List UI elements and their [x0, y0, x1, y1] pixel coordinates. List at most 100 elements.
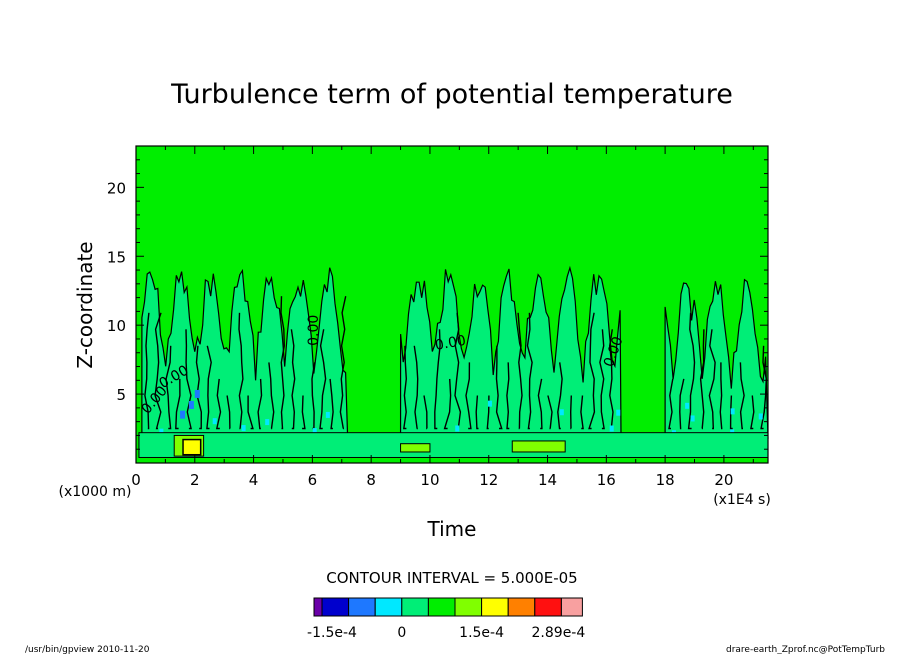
negative-anomaly	[180, 410, 186, 419]
contour-line	[495, 345, 503, 430]
contour-line	[165, 345, 172, 430]
negative-anomaly	[241, 425, 246, 432]
negative-anomaly	[730, 408, 735, 415]
contour-line	[537, 378, 543, 430]
contour-line	[238, 312, 244, 430]
contour-line	[569, 395, 572, 430]
contour-line	[668, 378, 674, 430]
negative-anomaly	[265, 419, 270, 426]
colorbar-tick-label: 1.5e-4	[459, 625, 504, 641]
x-tick-label: 4	[249, 471, 259, 489]
x-unit-label: (x1E4 s)	[713, 492, 771, 508]
colorbar-swatch	[348, 597, 376, 617]
contour-line	[206, 345, 212, 430]
turbulent-regions: 0.000.000.00 0.00 0.00	[138, 265, 769, 458]
contour-value-label: 0.00	[434, 333, 467, 354]
contour-line	[760, 345, 768, 430]
contour-value-label: 0.00	[306, 315, 322, 346]
negative-anomaly	[159, 428, 164, 435]
colorbar-swatch	[313, 597, 323, 617]
x-tick-label: 10	[420, 471, 439, 489]
footer-right: drare-earth_Zprof.nc@PotTempTurb	[726, 645, 885, 654]
x-tick-label: 6	[308, 471, 318, 489]
contour-line	[599, 329, 605, 430]
footer-left: /usr/bin/gpview 2010-11-20	[25, 645, 150, 654]
contour-line	[290, 329, 296, 430]
colorbar-tick-label: 2.89e-4	[532, 625, 586, 641]
contour-line	[443, 378, 452, 430]
negative-anomaly	[194, 389, 200, 398]
contour-line	[687, 312, 696, 430]
contour-interval-label: CONTOUR INTERVAL = 5.000E-05	[326, 569, 577, 587]
contour-line	[144, 312, 150, 430]
x-tick-label: 14	[538, 471, 557, 489]
x-tick-labels: 0 2 4 6 8 10 12 14 16 18 20	[131, 471, 733, 489]
x-tick-label: 2	[190, 471, 200, 489]
contour-line	[268, 362, 275, 430]
plot-area: 0.000.000.00 0.00 0.00	[135, 145, 769, 464]
colorbar	[313, 597, 583, 617]
colorbar-swatch	[427, 597, 456, 617]
x-tick-label: 12	[479, 471, 498, 489]
negative-anomaly	[487, 400, 492, 407]
x-tick-label: 16	[597, 471, 616, 489]
contour-line	[739, 362, 745, 430]
contour-line	[557, 362, 563, 430]
y-tick-label: 5	[116, 386, 126, 404]
x-tick-label: 8	[366, 471, 376, 489]
contour-line	[301, 395, 306, 430]
negative-anomaly	[212, 418, 217, 425]
contour-line	[226, 395, 231, 430]
contour-line	[729, 395, 733, 430]
colorbar-swatch	[507, 597, 536, 617]
contour-line	[475, 395, 479, 430]
colorbar-swatch	[454, 597, 483, 617]
contour-line	[750, 395, 755, 430]
contour-line	[423, 395, 428, 430]
contour-line	[402, 345, 408, 430]
contour-line	[699, 329, 705, 430]
contour-line	[719, 362, 723, 430]
negative-anomaly	[559, 409, 564, 416]
colorbar-tick-label: -1.5e-4	[307, 625, 357, 641]
contour-line	[257, 378, 263, 430]
negative-anomaly	[758, 413, 763, 420]
chart-title: Turbulence term of potential temperature	[170, 79, 733, 110]
contour-line	[547, 395, 553, 430]
colorbar-labels: -1.5e-4 0 1.5e-4 2.89e-4	[307, 625, 585, 641]
contour-line	[319, 329, 327, 430]
contour-line	[517, 312, 523, 430]
positive-anomaly	[511, 440, 566, 453]
y-tick-label: 10	[107, 317, 126, 335]
contour-line	[679, 378, 685, 430]
negative-anomaly	[685, 402, 690, 409]
colorbar-swatch	[374, 597, 403, 617]
contour-line	[280, 296, 286, 430]
negative-anomaly	[609, 425, 614, 432]
negative-anomaly	[616, 409, 621, 416]
x-tick-label: 20	[714, 471, 733, 489]
contour-line	[339, 296, 347, 430]
contour-line	[247, 395, 254, 430]
y-axis-label: Z-coordinate	[73, 241, 97, 368]
contour-line	[175, 378, 181, 430]
boundary-layer-band	[138, 432, 769, 458]
contour-line	[329, 378, 334, 430]
plot-frame	[135, 145, 769, 464]
contour-line	[506, 362, 510, 430]
negative-anomaly	[325, 411, 330, 418]
colorbar-swatch	[321, 597, 350, 617]
strong-positive-anomaly	[182, 438, 202, 456]
contour-line	[185, 329, 192, 430]
contour-line	[526, 312, 533, 430]
colorbar-tick-label: 0	[397, 625, 406, 641]
contour-line	[215, 378, 222, 430]
negative-anomaly	[188, 400, 194, 409]
negative-anomaly	[312, 428, 317, 435]
x-axis-label: Time	[427, 517, 477, 541]
y-tick-labels: 5 10 15 20	[107, 179, 126, 404]
colorbar-swatch	[560, 597, 583, 617]
contour-line	[580, 395, 584, 430]
colorbar-swatch	[534, 597, 562, 617]
negative-anomaly	[455, 425, 460, 432]
